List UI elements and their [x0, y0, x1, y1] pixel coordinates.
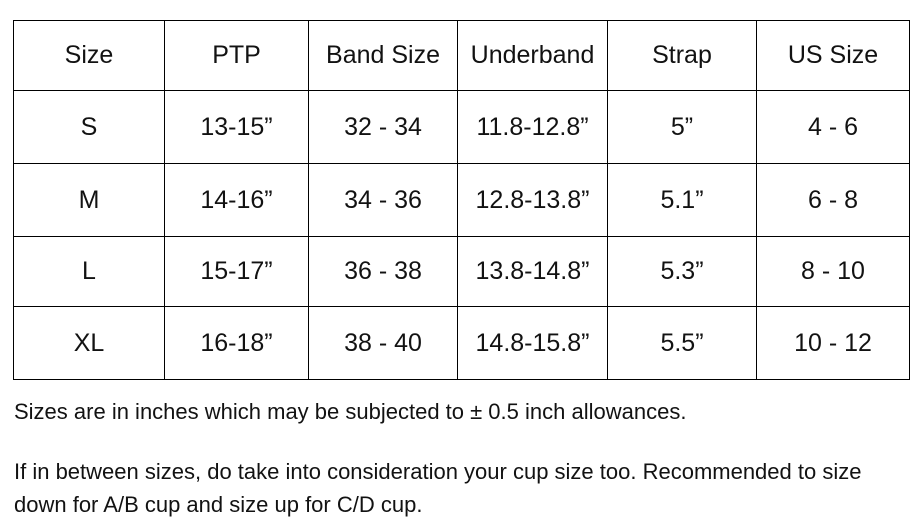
size-chart-body: S 13-15” 32 - 34 11.8-12.8” 5” 4 - 6 M 14-16” 34…	[13, 90, 910, 380]
header-row: Size PTP Band Size Underband Strap US Size	[13, 20, 910, 91]
table-row-m: M 14-16” 34 - 36 12.8-13.8” 5.1” 6 - 8	[13, 163, 910, 237]
table-cell: 13.8-14.8”	[457, 236, 608, 307]
table-cell: 36 - 38	[308, 236, 458, 307]
table-cell: 11.8-12.8”	[457, 90, 608, 164]
table-cell: 12.8-13.8”	[457, 163, 608, 237]
table-cell: 38 - 40	[308, 306, 458, 380]
table-cell: 10 - 12	[756, 306, 910, 380]
table-cell: 6 - 8	[756, 163, 910, 237]
table-cell: S	[13, 90, 165, 164]
header-cell-strap: Strap	[607, 20, 757, 91]
table-cell: 5”	[607, 90, 757, 164]
table-row-l: L 15-17” 36 - 38 13.8-14.8” 5.3” 8 - 10	[13, 236, 910, 307]
header-cell-us-size: US Size	[756, 20, 910, 91]
header-cell-band-size: Band Size	[308, 20, 458, 91]
table-cell: 5.5”	[607, 306, 757, 380]
table-cell: 5.1”	[607, 163, 757, 237]
size-chart-notes: Sizes are in inches which may be subject…	[14, 379, 902, 521]
cup-advice-note: If in between sizes, do take into consid…	[14, 459, 862, 517]
table-cell: 15-17”	[164, 236, 309, 307]
table-cell: 8 - 10	[756, 236, 910, 307]
table-cell: L	[13, 236, 165, 307]
table-cell: M	[13, 163, 165, 237]
table-cell: XL	[13, 306, 165, 380]
table-cell: 4 - 6	[756, 90, 910, 164]
header-cell-underband: Underband	[457, 20, 608, 91]
table-cell: 32 - 34	[308, 90, 458, 164]
table-cell: 14.8-15.8”	[457, 306, 608, 380]
table-cell: 13-15”	[164, 90, 309, 164]
allowance-note: Sizes are in inches which may be subject…	[14, 399, 687, 424]
table-cell: 5.3”	[607, 236, 757, 307]
table-row-s: S 13-15” 32 - 34 11.8-12.8” 5” 4 - 6	[13, 90, 910, 164]
table-row-xl: XL 16-18” 38 - 40 14.8-15.8” 5.5” 10 - 12	[13, 306, 910, 380]
table-cell: 16-18”	[164, 306, 309, 380]
table-cell: 34 - 36	[308, 163, 458, 237]
header-cell-size: Size	[13, 20, 165, 91]
header-cell-ptp: PTP	[164, 20, 309, 91]
table-cell: 14-16”	[164, 163, 309, 237]
